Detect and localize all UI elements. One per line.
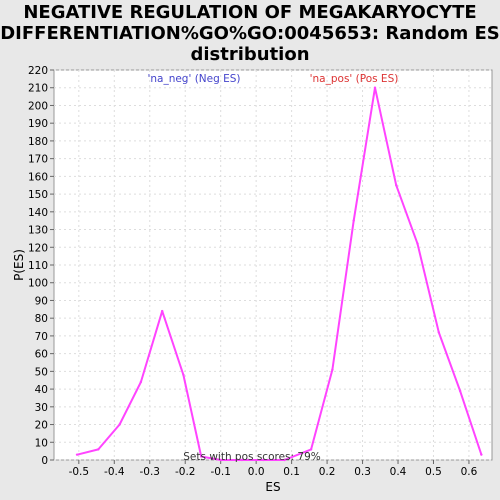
- x-tick-label: -0.2: [175, 466, 196, 478]
- data-point: [75, 453, 79, 456]
- y-tick-label: 60: [35, 349, 48, 361]
- data-point: [139, 380, 143, 384]
- x-tick-label: -0.4: [104, 466, 125, 478]
- data-point: [199, 455, 203, 458]
- y-tick-label: 190: [28, 118, 48, 130]
- data-point: [283, 458, 286, 462]
- data-point: [331, 368, 334, 371]
- y-tick-label: 20: [35, 420, 48, 432]
- y-tick-label: 220: [28, 65, 48, 77]
- data-point: [118, 423, 121, 426]
- y-tick-label: 140: [28, 207, 48, 219]
- data-point: [160, 309, 164, 313]
- data-point: [352, 219, 355, 222]
- y-tick-label: 80: [35, 313, 48, 325]
- x-tick-label: 0.1: [283, 466, 300, 478]
- data-point: [97, 448, 100, 451]
- chart-title-line-2: DIFFERENTIATION%GO%GO:0045653: Random ES: [0, 23, 500, 44]
- x-tick-label: 0.6: [461, 466, 478, 478]
- y-tick-label: 90: [35, 295, 48, 307]
- y-tick-label: 120: [28, 242, 48, 254]
- y-tick-label: 170: [28, 154, 48, 166]
- data-point: [416, 242, 419, 245]
- y-tick-label: 50: [35, 366, 48, 378]
- x-tick-label: 0.2: [319, 466, 336, 478]
- y-tick-label: 210: [28, 83, 48, 95]
- data-point: [182, 373, 185, 377]
- data-point: [458, 389, 462, 393]
- x-tick-label: -0.3: [140, 466, 161, 478]
- y-tick-label: 150: [28, 189, 48, 201]
- axes-layer: 0 10 20 30 40 50 60 70 80 90 100 110 120 130 140 150 160…: [28, 65, 478, 478]
- chart-title-line-1: NEGATIVE REGULATION OF MEGAKARYOCYTE: [23, 2, 477, 23]
- data-point: [437, 331, 441, 334]
- data-point: [480, 453, 483, 456]
- data-point: [395, 184, 398, 187]
- y-tick-label: 160: [28, 171, 48, 183]
- neg-es-legend-label: 'na_neg' (Neg ES): [147, 73, 240, 85]
- y-tick-label: 180: [28, 136, 48, 148]
- x-tick-label: -0.1: [210, 466, 231, 478]
- y-tick-label: 200: [28, 100, 48, 112]
- x-tick-label: 0.4: [390, 466, 407, 478]
- data-point: [240, 458, 244, 462]
- y-tick-label: 0: [41, 455, 48, 467]
- pos-es-legend-label: 'na_pos' (Pos ES): [310, 73, 399, 85]
- y-tick-label: 40: [35, 384, 48, 396]
- x-tick-label: -0.5: [69, 466, 90, 478]
- y-tick-label: 30: [35, 402, 48, 414]
- series-layer: [75, 86, 483, 462]
- data-point: [309, 448, 313, 451]
- y-tick-label: 70: [35, 331, 48, 343]
- chart-title: NEGATIVE REGULATION OF MEGAKARYOCYTE DIF…: [0, 2, 500, 65]
- x-tick-label: 0.3: [354, 466, 371, 478]
- y-axis-title: P(ES): [12, 249, 26, 281]
- series-line-0: [76, 86, 483, 461]
- y-tick-label: 110: [28, 260, 48, 272]
- y-tick-label: 130: [28, 225, 48, 237]
- x-axis-title: ES: [265, 480, 280, 494]
- pos-scores-footer: Sets with pos scores: 79%: [183, 451, 320, 463]
- y-tick-label: 100: [28, 278, 48, 290]
- y-tick-label: 10: [35, 437, 48, 449]
- chart-title-line-3: distribution: [190, 44, 310, 65]
- x-tick-label: 0.5: [425, 466, 442, 478]
- data-point: [262, 458, 265, 462]
- data-point: [219, 458, 222, 462]
- x-tick-label: 0.0: [248, 466, 265, 478]
- data-point: [373, 86, 377, 89]
